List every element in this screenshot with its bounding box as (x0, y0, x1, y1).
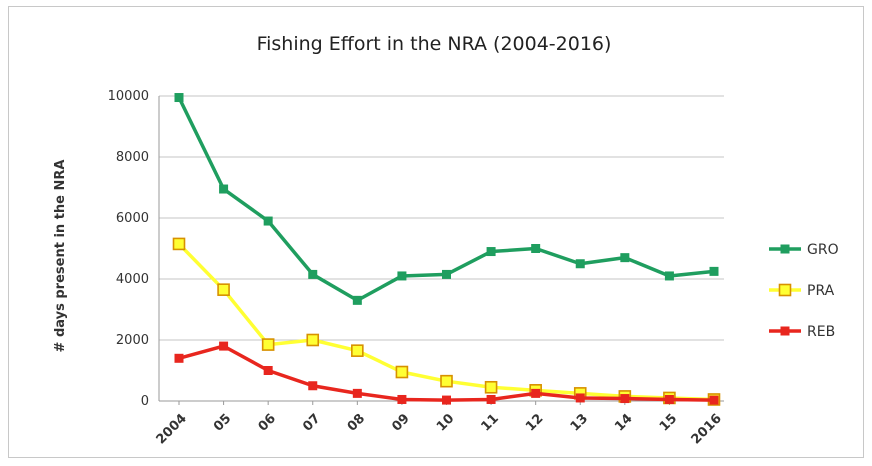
gro-data-point (308, 269, 318, 279)
gro-data-point (263, 216, 273, 226)
gro-data-point (352, 295, 362, 305)
x-tick-label: 2004 (154, 411, 190, 447)
x-tick-label: 13 (568, 411, 591, 434)
gro-data-point (442, 269, 451, 279)
pra-data-point (172, 237, 186, 251)
pra-data-point (261, 338, 275, 351)
reb-legend-label: REB (807, 324, 835, 340)
series-lines (172, 93, 721, 406)
gro-data-point (486, 247, 496, 257)
reb-data-point (352, 388, 362, 398)
gro-data-point (709, 266, 719, 276)
x-tick-label: 09 (389, 411, 412, 434)
gro-legend-label: GRO (807, 242, 839, 258)
x-tick-label: 11 (479, 411, 502, 434)
y-tick-label: 10000 (108, 89, 149, 104)
gro-legend-marker (780, 244, 790, 254)
y-tick-label: 2000 (116, 333, 149, 348)
x-tick-label: 12 (523, 411, 546, 434)
x-tick-label: 10 (434, 411, 457, 434)
y-axis-label: # days present in the NRA (53, 160, 68, 353)
reb-data-point (442, 395, 451, 405)
pra-data-point (306, 333, 320, 347)
reb-data-point (709, 395, 719, 405)
pra-data-point (351, 344, 364, 357)
pra-data-point (440, 374, 453, 388)
reb-data-point (397, 394, 407, 404)
pra-data-point (395, 365, 409, 379)
pra-data-point (217, 283, 230, 296)
reb-data-point (263, 366, 273, 375)
gro-data-point (531, 244, 541, 253)
x-tick-label: 08 (345, 411, 368, 434)
reb-legend-marker (780, 326, 790, 336)
y-tick-label: 4000 (116, 272, 149, 287)
pra-legend-marker (778, 283, 792, 297)
gro-data-point (219, 184, 229, 194)
reb-data-point (219, 341, 229, 351)
reb-data-point (575, 393, 585, 403)
reb-data-point (620, 394, 630, 404)
reb-series-line (177, 344, 716, 402)
y-tick-label: 8000 (116, 150, 149, 165)
chart-title: Fishing Effort in the NRA (2004-2016) (257, 33, 612, 55)
line-chart: Fishing Effort in the NRA (2004-2016) # … (53, 33, 839, 447)
y-tick-label: 0 (141, 394, 149, 409)
reb-data-point (664, 394, 674, 404)
x-tick-label: 15 (657, 411, 680, 434)
x-tick-label: 05 (211, 411, 234, 434)
gro-data-point (174, 93, 184, 103)
x-tick-label: 14 (612, 411, 635, 434)
gro-data-point (397, 271, 407, 281)
chart-frame: Fishing Effort in the NRA (2004-2016) # … (8, 6, 864, 458)
x-tick-label: 06 (256, 411, 279, 434)
y-tick-label: 6000 (116, 211, 149, 226)
reb-data-point (174, 353, 184, 363)
gro-data-point (620, 253, 630, 263)
gro-data-point (664, 271, 674, 281)
reb-data-point (531, 388, 541, 398)
gro-data-point (575, 259, 585, 269)
pra-legend-label: PRA (807, 283, 835, 299)
pra-data-point (484, 380, 498, 394)
x-tick-label: 2016 (689, 411, 725, 447)
reb-data-point (486, 394, 496, 404)
legend: GRO PRA REB (769, 242, 839, 340)
x-tick-label: 07 (300, 411, 323, 434)
reb-data-point (308, 381, 318, 391)
